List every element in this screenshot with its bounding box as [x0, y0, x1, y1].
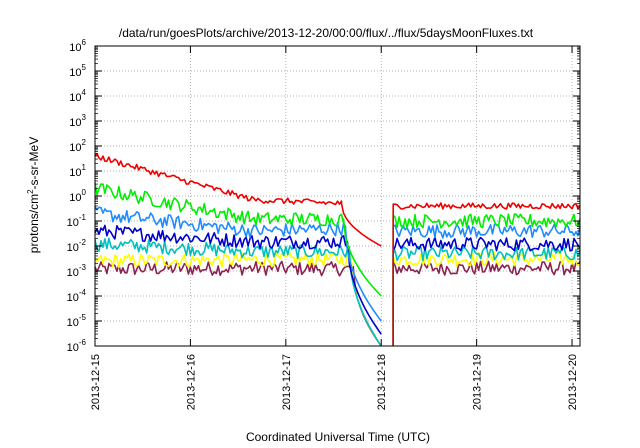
y-tick-label: 10-6	[67, 338, 87, 354]
series-line-4	[94, 237, 382, 347]
y-tick-label: 10-2	[67, 238, 87, 254]
y-tick-base: 10	[67, 267, 79, 279]
x-axis-label: Coordinated Universal Time (UTC)	[246, 430, 430, 444]
y-tick-base: 10	[69, 92, 81, 104]
y-tick-base: 10	[69, 42, 81, 54]
y-tick-label: 100	[69, 188, 86, 204]
y-tick-base: 10	[67, 317, 79, 329]
y-axis-label-exp: 2	[26, 189, 35, 194]
grid-lines	[95, 46, 580, 346]
series-line-4-after-gap	[392, 245, 581, 346]
x-tick-label: 2013-12-19	[472, 354, 484, 410]
x-tick-label: 2013-12-15	[90, 354, 102, 410]
y-tick-exponent: -2	[79, 238, 87, 247]
y-tick-base: 10	[67, 342, 79, 354]
y-tick-label: 10-1	[67, 213, 87, 229]
y-tick-exponent: 2	[82, 138, 87, 147]
y-tick-exponent: 5	[82, 63, 87, 72]
y-tick-label: 10-5	[67, 313, 87, 329]
y-tick-exponent: 4	[82, 88, 87, 97]
series-line-2	[94, 206, 382, 322]
series-line-3-after-gap	[392, 236, 581, 346]
y-axis-label-main: protons/cm	[27, 194, 41, 253]
series-line-1-after-gap	[392, 213, 581, 346]
y-tick-base: 10	[67, 217, 79, 229]
y-tick-exponent: -1	[79, 213, 87, 222]
y-tick-exponent: 0	[82, 188, 87, 197]
series-line-3	[94, 224, 382, 335]
y-tick-label: 105	[69, 63, 86, 79]
y-axis-label-tail: -s-sr-MeV	[27, 137, 41, 190]
y-tick-base: 10	[67, 292, 79, 304]
y-tick-exponent: -5	[79, 313, 87, 322]
y-tick-exponent: -4	[79, 288, 87, 297]
y-tick-exponent: -6	[79, 338, 87, 347]
y-axis-label: protons/cm2-s-sr-MeV	[26, 137, 41, 253]
x-tick-label: 2013-12-17	[281, 354, 293, 410]
y-axis-ticks: 10-610-510-410-310-210-11001011021031041…	[67, 38, 580, 354]
y-tick-exponent: 1	[82, 163, 87, 172]
y-tick-label: 103	[69, 113, 86, 129]
series-line-2-after-gap	[392, 223, 581, 346]
series-line-5-after-gap	[392, 251, 581, 346]
x-tick-label: 2013-12-16	[185, 354, 197, 410]
series-layer	[94, 152, 581, 347]
y-tick-base: 10	[69, 117, 81, 129]
y-tick-exponent: 6	[82, 38, 87, 47]
y-tick-base: 10	[67, 242, 79, 254]
y-tick-base: 10	[69, 142, 81, 154]
series-line-1	[94, 182, 382, 297]
x-tick-label: 2013-12-20	[567, 354, 579, 410]
series-line-0-after-gap	[392, 202, 581, 346]
y-tick-label: 101	[69, 163, 86, 179]
y-tick-exponent: -3	[79, 263, 87, 272]
y-tick-label: 106	[69, 38, 86, 54]
chart-title: /data/run/goesPlots/archive/2013-12-20/0…	[119, 26, 534, 40]
x-tick-label: 2013-12-18	[376, 354, 388, 410]
y-tick-label: 102	[69, 138, 86, 154]
y-tick-label: 10-4	[67, 288, 87, 304]
y-tick-base: 10	[69, 67, 81, 79]
y-tick-base: 10	[69, 167, 81, 179]
y-tick-label: 10-3	[67, 263, 87, 279]
x-axis-ticks: 2013-12-15 2013-12-16 2013-12-17 2013-12-18…	[90, 46, 579, 410]
series-line-0	[94, 152, 382, 247]
y-tick-exponent: 3	[82, 113, 87, 122]
y-tick-base: 10	[69, 192, 81, 204]
y-tick-label: 104	[69, 88, 86, 104]
series-line-6	[94, 260, 382, 347]
